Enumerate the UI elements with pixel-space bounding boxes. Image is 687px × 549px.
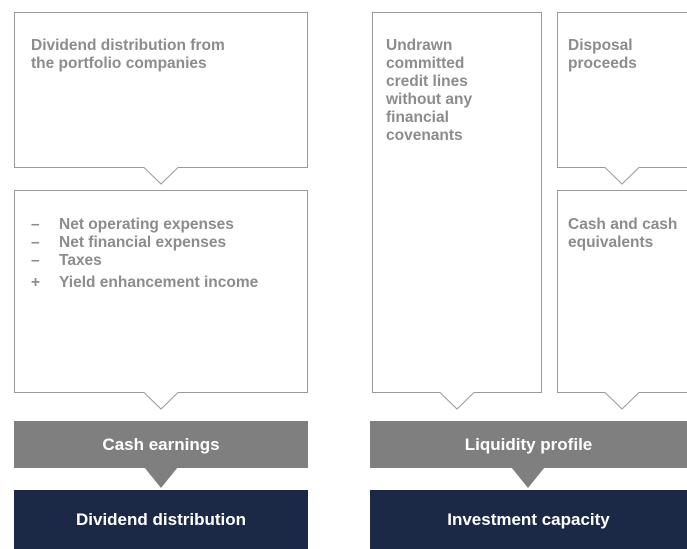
list-item: + Yield enhancement income [31,274,301,292]
item-text: Taxes [59,252,102,269]
box-text: Dividend distribution from the portfolio… [31,37,225,72]
box [14,190,308,410]
item-list: – Net operating expenses – Net financial ex… [31,216,301,292]
bar-label: Cash earnings [102,434,220,454]
box-text: Disposal proceeds [568,37,637,72]
bar-arrow [511,467,545,488]
bar-label: Liquidity profile [464,434,593,454]
result-label: Dividend distribution [76,509,246,529]
list-item: – Net financial expenses [31,234,301,252]
list-item: – Taxes [31,252,301,270]
bar-arrow [144,467,178,488]
box [372,12,542,410]
result-bg [370,490,687,549]
item-text: Yield enhancement income [59,274,259,291]
box-text: Undrawn committed credit lines without a… [386,37,473,144]
list-item: – Net operating expenses [31,216,301,234]
result-label: Investment capacity [447,509,610,529]
item-text: Net financial expenses [59,234,227,251]
result-bg [14,490,308,549]
bar-bg [14,421,308,468]
sign: – [31,216,40,233]
bar-bg [370,421,687,468]
box [557,190,687,410]
box [557,12,687,185]
sign: – [31,234,40,251]
sign: – [31,252,40,269]
sign: + [31,274,41,291]
box [14,12,308,185]
box-text: Cash and cash equivalents [568,216,678,251]
item-text: Net operating expenses [59,216,234,233]
